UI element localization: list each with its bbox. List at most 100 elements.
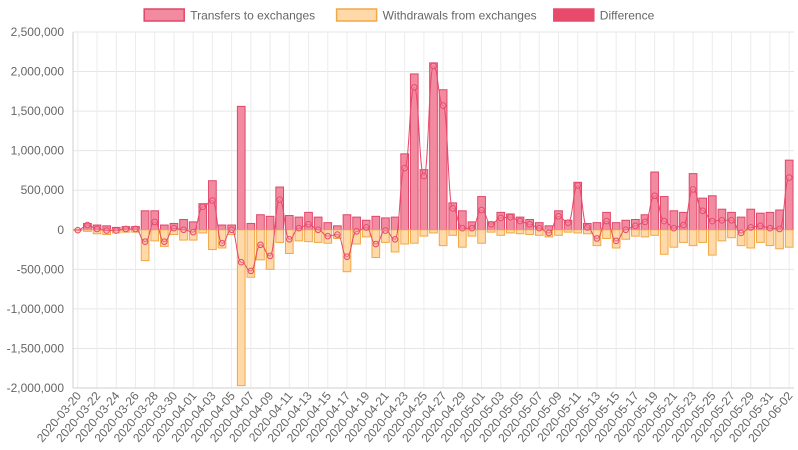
difference-point [718, 216, 726, 224]
y-tick-label: -1,000,000 [7, 302, 65, 316]
withdrawal-bar [602, 229, 611, 239]
difference-point [439, 102, 447, 109]
withdrawal-bar [438, 229, 448, 247]
difference-point [151, 218, 159, 226]
transfer-bar [611, 222, 621, 231]
difference-point [747, 224, 755, 231]
difference-point [401, 164, 408, 172]
difference-point [334, 231, 341, 238]
difference-point [612, 237, 620, 245]
withdrawal-bar [265, 229, 275, 270]
difference-point [161, 238, 168, 245]
withdrawals-bars [73, 229, 794, 387]
difference-point [632, 222, 639, 230]
difference-series [74, 62, 793, 275]
difference-point [680, 221, 687, 229]
difference-point [699, 207, 706, 215]
x-axis: 2020-03-202020-03-222020-03-242020-03-26… [34, 389, 796, 445]
transfer-bar [342, 214, 352, 231]
withdrawal-bar [506, 229, 515, 234]
difference-point [641, 218, 649, 226]
withdrawal-bar [294, 229, 304, 242]
withdrawal-bar [573, 229, 583, 234]
difference-point [314, 226, 322, 234]
transfer-bar [256, 214, 265, 231]
difference-point [372, 240, 380, 248]
transfer-bar [159, 224, 169, 231]
difference-point [103, 227, 110, 234]
difference-point [266, 252, 274, 260]
difference-point [189, 228, 197, 236]
withdrawal-bar [275, 229, 285, 243]
difference-point [324, 232, 332, 240]
difference-point [526, 220, 533, 228]
withdrawal-bar [236, 229, 246, 387]
difference-point [353, 228, 360, 235]
difference-point [660, 217, 668, 225]
y-tick-label: -2,000,000 [7, 381, 65, 395]
difference-point [180, 226, 187, 234]
withdrawal-bar [83, 229, 92, 232]
difference-point [468, 224, 476, 232]
withdrawal-bar [515, 229, 525, 235]
transfer-bar [217, 224, 227, 231]
difference-point [603, 217, 610, 225]
difference-point [670, 224, 678, 232]
withdrawal-bar [534, 229, 544, 236]
difference-point [170, 224, 178, 232]
difference-point [516, 217, 524, 225]
legend-swatch [553, 8, 595, 22]
difference-point [766, 224, 774, 232]
withdrawal-bar [679, 229, 688, 243]
difference-point [132, 225, 139, 233]
difference-point [362, 224, 370, 231]
withdrawal-bar [698, 229, 708, 243]
transfer-bar [544, 225, 554, 231]
y-tick-label: 2,000,000 [11, 65, 65, 79]
difference-point [410, 84, 418, 91]
difference-point [584, 224, 591, 231]
difference-point [305, 220, 312, 228]
legend-item: Transfers to exchanges [143, 8, 315, 23]
y-tick-label: 1,000,000 [11, 144, 65, 158]
difference-point [622, 226, 630, 234]
difference-point [757, 222, 764, 230]
withdrawal-bar [669, 229, 679, 248]
difference-point [776, 225, 783, 233]
withdrawal-bar [208, 229, 217, 251]
difference-point [391, 235, 399, 243]
legend-swatch [335, 8, 378, 22]
withdrawal-bar [756, 229, 765, 243]
y-tick-label: 2,500,000 [11, 25, 65, 39]
difference-point [382, 227, 389, 234]
y-tick-label: -500,000 [17, 262, 65, 276]
withdrawal-bar [342, 229, 352, 273]
withdrawal-bar [102, 229, 111, 236]
withdrawal-bar [352, 229, 361, 245]
withdrawal-bar [746, 229, 756, 249]
y-tick-label: 500,000 [21, 183, 65, 197]
difference-point [84, 221, 91, 229]
transfer-bar [688, 173, 698, 231]
withdrawal-bar [198, 229, 208, 234]
withdrawal-bar [727, 229, 736, 239]
withdrawal-bar [409, 229, 419, 244]
withdrawal-bar [448, 229, 458, 236]
transfer-bar [784, 159, 794, 231]
withdrawal-bar [419, 229, 429, 237]
transfer-bar [140, 210, 150, 231]
withdrawal-bar [650, 229, 659, 236]
withdrawal-bar [477, 229, 486, 244]
y-tick-label: 1,500,000 [11, 104, 65, 118]
y-tick-label: 0 [57, 223, 64, 237]
transfer-bar [333, 225, 342, 231]
difference-point [209, 197, 216, 204]
legend: Transfers to exchanges Withdrawals from e… [143, 8, 655, 23]
difference-line [77, 65, 790, 272]
difference-point [199, 203, 207, 211]
difference-point [651, 192, 658, 200]
difference-point [593, 235, 601, 242]
transfer-bar [371, 215, 381, 231]
difference-point [545, 229, 553, 237]
